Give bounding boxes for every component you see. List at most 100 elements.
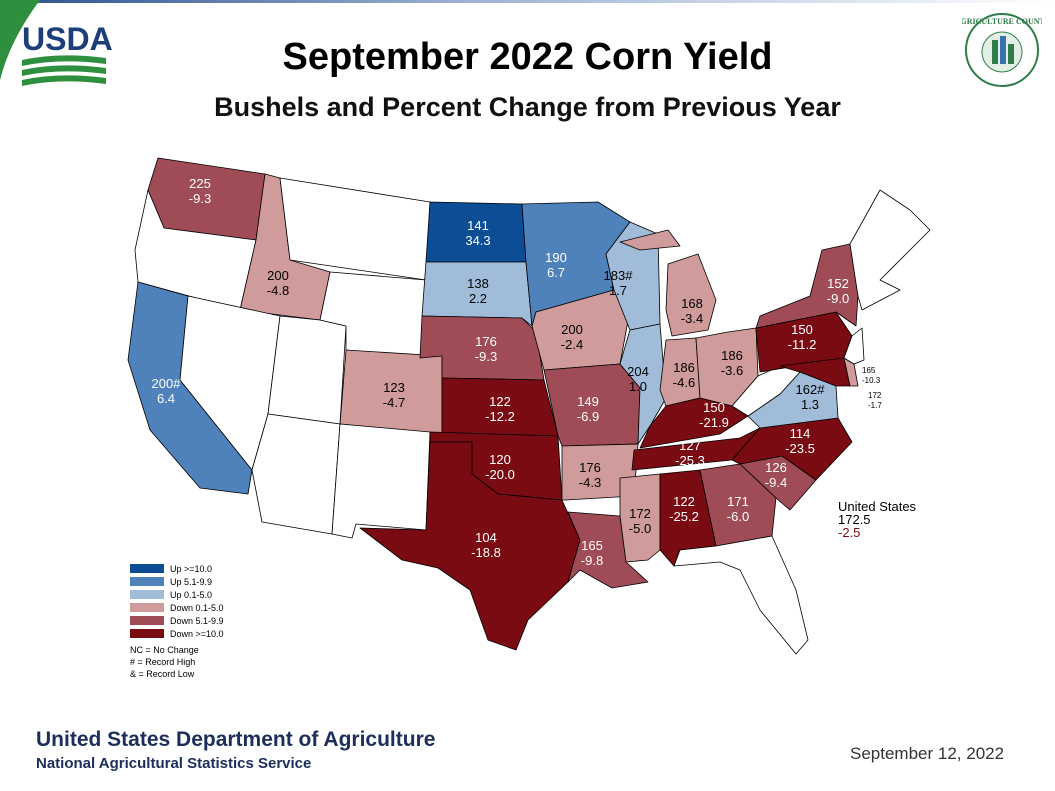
state-value-yield-OH: 186 xyxy=(721,348,743,363)
state-value-change-CA: 6.4 xyxy=(157,391,175,406)
state-value-yield-ID: 200 xyxy=(267,268,289,283)
legend-note: & = Record Low xyxy=(130,669,195,679)
state-value-change-MN: 6.7 xyxy=(547,265,565,280)
legend-swatch xyxy=(130,590,164,599)
state-value-yield-KY: 150 xyxy=(703,400,725,415)
legend-label: Up >=10.0 xyxy=(170,563,213,574)
state-value-change-VA: 1.3 xyxy=(801,397,819,412)
us-corn-yield-map: 225-9.3200#6.4200-4.8123-4.714134.31382.… xyxy=(127,157,931,655)
state-value-change-TN: -25.3 xyxy=(675,453,705,468)
state-value-yield-SC: 126 xyxy=(765,460,787,475)
state-value-change-TX: -18.8 xyxy=(471,545,501,560)
us-total-change: -2.5 xyxy=(838,525,861,540)
state-value-yield-MD: 165 xyxy=(862,366,876,375)
state-value-yield-SD: 138 xyxy=(467,276,489,291)
legend-label: Up 5.1-9.9 xyxy=(170,576,213,587)
state-FL xyxy=(673,535,809,655)
state-value-yield-WA: 225 xyxy=(189,176,211,191)
state-NJ xyxy=(843,327,865,365)
state-value-change-KY: -21.9 xyxy=(699,415,729,430)
legend-item: Down >=10.0 xyxy=(130,627,224,640)
state-value-yield-KS: 122 xyxy=(489,394,511,409)
state-value-yield-MN: 190 xyxy=(545,250,567,265)
state-value-yield-VA: 162# xyxy=(796,382,826,397)
us-total: United States 172.5 -2.5 xyxy=(838,500,916,539)
us-total-yield: 172.5 xyxy=(838,512,871,527)
state-TX xyxy=(359,441,581,651)
page-subtitle: Bushels and Percent Change from Previous… xyxy=(214,92,841,122)
usda-logo-text: USDA xyxy=(22,21,113,57)
state-value-yield-CO: 123 xyxy=(383,380,405,395)
state-value-yield-WI: 183# xyxy=(604,268,634,283)
state-value-change-IN: -4.6 xyxy=(673,375,695,390)
state-MI xyxy=(619,229,717,337)
state-value-change-CO: -4.7 xyxy=(383,395,405,410)
state-value-change-ND: 34.3 xyxy=(465,233,490,248)
state-value-change-MS: -5.0 xyxy=(629,521,651,536)
state-value-yield-NE: 176 xyxy=(475,334,497,349)
legend-item: Up 5.1-9.9 xyxy=(130,575,224,588)
state-value-change-OK: -20.0 xyxy=(485,467,515,482)
state-value-yield-NC: 114 xyxy=(790,426,811,441)
legend-label: Up 0.1-5.0 xyxy=(170,589,213,600)
state-GA xyxy=(699,463,777,547)
footer-department: United States Department of Agriculture xyxy=(36,728,436,751)
state-value-change-AL: -25.2 xyxy=(669,509,699,524)
usda-logo: USDA xyxy=(0,0,113,86)
state-value-change-MO: -6.9 xyxy=(577,409,599,424)
state-value-yield-MS: 172 xyxy=(629,506,651,521)
state-IL xyxy=(619,323,667,445)
state-value-change-NY: -9.0 xyxy=(827,291,849,306)
footer-service: National Agricultural Statistics Service xyxy=(36,755,312,772)
state-value-change-SC: -9.4 xyxy=(765,475,787,490)
state-value-change-AR: -4.3 xyxy=(579,475,601,490)
state-NM xyxy=(331,423,431,539)
state-value-change-GA: -6.0 xyxy=(727,509,749,524)
top-accent-bar xyxy=(0,0,1055,3)
legend-swatch xyxy=(130,629,164,638)
state-value-yield-PA: 150 xyxy=(791,322,813,337)
legend-label: Down 0.1-5.0 xyxy=(170,602,224,613)
legend-note: # = Record High xyxy=(130,657,196,667)
legend-item: Down 0.1-5.0 xyxy=(130,601,224,614)
state-value-change-WA: -9.3 xyxy=(189,191,211,206)
state-value-change-MI: -3.4 xyxy=(681,311,703,326)
state-value-yield-IA: 200 xyxy=(561,322,583,337)
us-total-label: United States xyxy=(838,499,917,514)
state-value-change-ID: -4.8 xyxy=(267,283,289,298)
legend-swatch xyxy=(130,603,164,612)
state-value-yield-MO: 149 xyxy=(577,394,599,409)
state-value-change-NE: -9.3 xyxy=(475,349,497,364)
state-value-yield-CA: 200# xyxy=(152,376,182,391)
state-value-change-IA: -2.4 xyxy=(561,337,583,352)
state-AR xyxy=(561,443,639,501)
page-title: September 2022 Corn Yield xyxy=(282,36,773,78)
legend-swatch xyxy=(130,616,164,625)
legend-swatch xyxy=(130,577,164,586)
state-value-change-LA: -9.8 xyxy=(581,553,603,568)
state-value-change-MD: -10.3 xyxy=(862,376,881,385)
state-value-yield-AL: 122 xyxy=(673,494,695,509)
legend-label: Down 5.1-9.9 xyxy=(170,615,224,626)
legend-note: NC = No Change xyxy=(130,645,199,655)
legend-item: Up 0.1-5.0 xyxy=(130,588,224,601)
state-value-change-KS: -12.2 xyxy=(485,409,515,424)
state-value-yield-AR: 176 xyxy=(579,460,601,475)
state-value-change-OH: -3.6 xyxy=(721,363,743,378)
state-value-change-WI: 1.7 xyxy=(609,283,627,298)
state-value-yield-IL: 204 xyxy=(627,364,649,379)
map-legend: Up >=10.0 Up 5.1-9.9 Up 0.1-5.0 Down 0.1-5.… xyxy=(130,562,224,680)
state-value-yield-TN: 127 xyxy=(679,438,701,453)
state-value-yield-TX: 104 xyxy=(475,530,497,545)
footer-date: September 12, 2022 xyxy=(850,744,1005,763)
usda-logo-swoosh xyxy=(0,0,40,80)
state-value-yield-IN: 186 xyxy=(673,360,695,375)
state-value-change-SD: 2.2 xyxy=(469,291,487,306)
legend-swatch xyxy=(130,564,164,573)
state-value-change-DE: -1.7 xyxy=(868,401,882,410)
state-labels: 225-9.3200#6.4200-4.8123-4.714134.31382.… xyxy=(152,176,850,568)
state-MD xyxy=(779,357,851,387)
state-value-yield-MI: 168 xyxy=(681,296,703,311)
